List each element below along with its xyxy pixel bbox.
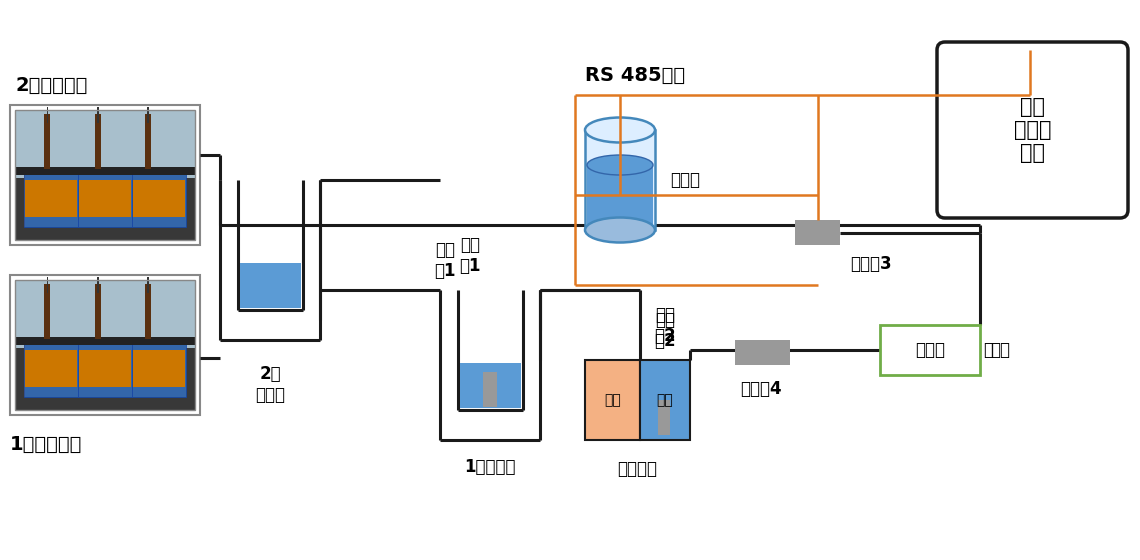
- Bar: [79, 350, 131, 386]
- Bar: [44, 114, 50, 169]
- Bar: [79, 342, 132, 397]
- Bar: [24, 342, 78, 397]
- Bar: [132, 350, 185, 386]
- Text: 水室: 水室: [657, 393, 674, 407]
- Bar: [79, 172, 132, 227]
- Bar: [25, 180, 78, 217]
- Bar: [640, 360, 690, 440]
- Bar: [795, 220, 840, 245]
- Bar: [145, 114, 152, 169]
- Bar: [459, 363, 521, 408]
- Ellipse shape: [585, 217, 656, 242]
- Bar: [25, 350, 78, 386]
- Text: 监测
点2: 监测 点2: [654, 306, 676, 345]
- Bar: [44, 284, 50, 338]
- Bar: [239, 263, 301, 308]
- Text: 雨水井: 雨水井: [670, 171, 700, 189]
- Bar: [24, 172, 78, 227]
- Ellipse shape: [587, 155, 653, 175]
- Bar: [880, 325, 980, 375]
- Text: 油室: 油室: [604, 393, 621, 407]
- Text: 二: 二: [983, 341, 993, 359]
- Bar: [15, 167, 195, 175]
- Text: 事故油池: 事故油池: [618, 460, 658, 478]
- Bar: [585, 360, 640, 440]
- Bar: [132, 180, 185, 217]
- Bar: [24, 342, 186, 397]
- Bar: [97, 108, 98, 123]
- Text: 监测点4: 监测点4: [740, 380, 782, 398]
- Bar: [132, 342, 186, 397]
- Text: RS 485总线: RS 485总线: [585, 66, 685, 85]
- Bar: [79, 180, 131, 217]
- Bar: [132, 172, 186, 227]
- Text: 2号
水封井: 2号 水封井: [255, 365, 285, 404]
- Bar: [15, 110, 195, 240]
- Ellipse shape: [585, 118, 656, 142]
- Text: 1号主变油坑: 1号主变油坑: [10, 435, 82, 454]
- Bar: [15, 348, 195, 410]
- Bar: [585, 130, 656, 230]
- Bar: [735, 340, 790, 365]
- Bar: [47, 108, 48, 123]
- Bar: [47, 277, 48, 293]
- Bar: [147, 108, 149, 123]
- Bar: [15, 337, 195, 345]
- Text: 智能
物联网
网关: 智能 物联网 网关: [1013, 97, 1051, 163]
- Bar: [145, 284, 152, 338]
- Bar: [15, 110, 195, 181]
- Bar: [15, 178, 195, 240]
- Bar: [15, 280, 195, 352]
- Bar: [95, 284, 100, 338]
- Text: 监测
点1: 监测 点1: [434, 241, 456, 280]
- Text: 监测
点1: 监测 点1: [459, 236, 481, 275]
- Bar: [10, 105, 199, 245]
- Text: 监测点3: 监测点3: [850, 255, 891, 273]
- Text: 总排口: 总排口: [915, 341, 945, 359]
- Bar: [147, 277, 149, 293]
- Bar: [97, 277, 98, 293]
- FancyBboxPatch shape: [937, 42, 1127, 218]
- Bar: [95, 114, 100, 169]
- Bar: [10, 275, 199, 415]
- Bar: [15, 280, 195, 410]
- Text: 1号水封井: 1号水封井: [464, 458, 515, 476]
- Bar: [587, 163, 653, 228]
- Bar: [483, 372, 497, 407]
- Text: 监测
点2: 监测 点2: [654, 311, 676, 350]
- Bar: [658, 400, 669, 435]
- Bar: [24, 172, 186, 227]
- Text: 站外: 站外: [990, 341, 1010, 359]
- Bar: [585, 130, 656, 230]
- Text: 2号主变油坑: 2号主变油坑: [15, 76, 88, 95]
